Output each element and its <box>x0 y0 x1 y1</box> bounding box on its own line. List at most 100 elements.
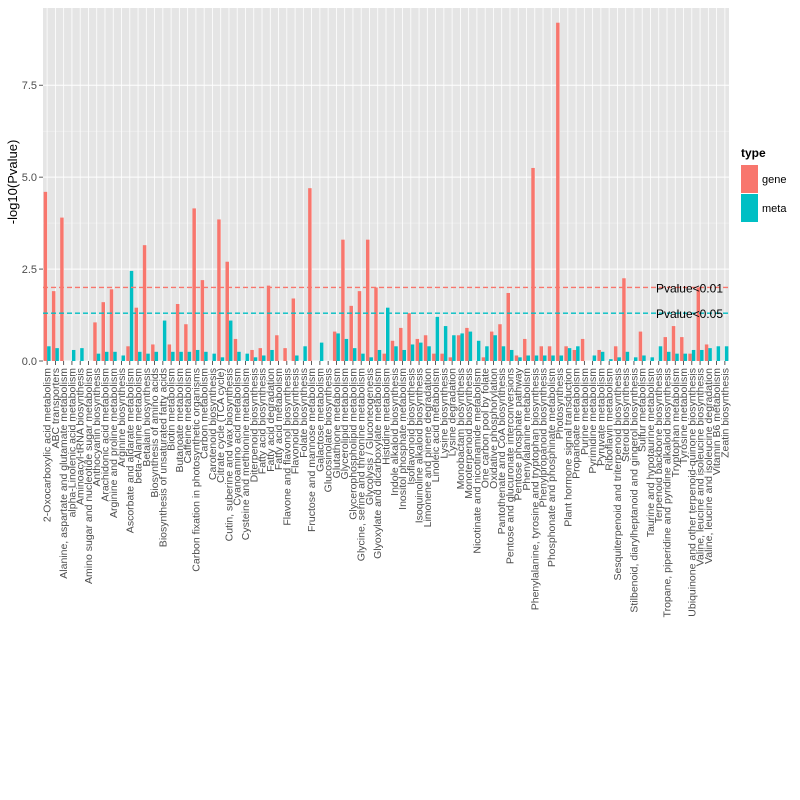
bar-gene <box>506 292 510 361</box>
x-tick-label: Sesquiterpenoid and triterpenoid biosynt… <box>612 368 624 580</box>
x-tick-label: Glycine, serine and threonine metabolism <box>356 368 368 561</box>
bar-gene <box>613 346 618 361</box>
bar-gene <box>365 239 370 361</box>
bar-gene <box>597 349 601 361</box>
bar-meta <box>501 346 506 361</box>
x-tick-label: ABC transporters <box>50 368 62 449</box>
bar-meta <box>212 353 216 361</box>
x-tick-label: Monoterpenoid biosynthesis <box>463 368 475 499</box>
bar-meta <box>319 342 324 361</box>
bar-meta <box>386 307 390 361</box>
bar-meta <box>270 349 274 361</box>
x-tick-label: Ascorbate and aldarate metabolism <box>124 368 136 533</box>
bar-meta <box>129 270 134 361</box>
bar-gene <box>217 219 221 361</box>
x-tick-label: Phenylalanine metabolism <box>521 368 533 491</box>
x-tick-label: Biosynthesis of amino acids <box>149 368 161 498</box>
legend: type gene meta <box>741 146 787 222</box>
bar-gene <box>175 304 180 361</box>
bar-meta <box>559 355 564 361</box>
bar-meta <box>526 355 530 361</box>
reference-line-label: Pvalue<0.05 <box>656 307 723 321</box>
x-tick-label: Biosynthesis of unsaturated fatty acids <box>157 368 169 547</box>
x-tick-label: Terpenoid backbone biosynthesis <box>653 368 665 523</box>
bar-gene <box>696 287 701 361</box>
x-tick-label: Oxidative phosphorylation <box>488 368 500 489</box>
x-tick-label: Phosphonate and phosphinate metabolism <box>546 368 558 567</box>
bar-gene <box>167 344 172 361</box>
bar-gene <box>704 344 709 361</box>
bar-gene <box>556 22 560 361</box>
x-tick-label: Citrate cycle (TCA cycle) <box>215 368 227 483</box>
bar-meta <box>113 351 117 361</box>
bar-gene <box>390 340 395 361</box>
x-tick-label: Phenylpropanoid biosynthesis <box>538 368 550 508</box>
bar-gene <box>233 338 238 361</box>
bar-meta <box>352 348 357 361</box>
bar-meta <box>220 357 225 361</box>
x-tick-label: Fatty acid biosynthesis <box>257 368 269 474</box>
bar-gene <box>663 337 668 361</box>
bar-gene <box>258 348 263 361</box>
bar-meta <box>179 351 183 361</box>
x-tick-label: Lysine biosynthesis <box>438 368 450 459</box>
x-tick-label: Indole alkaloid biosynthesis <box>389 368 401 496</box>
x-tick-label: Folate biosynthesis <box>298 368 310 458</box>
bar-gene <box>448 357 453 361</box>
bar-gene <box>93 322 97 361</box>
bar-gene <box>341 239 345 361</box>
x-tick-label: Lysine degradation <box>447 368 459 457</box>
x-tick-label: Zeatin biosynthesis <box>719 368 731 458</box>
x-tick-label: Anthocyanin biosynthesis <box>91 368 103 487</box>
bar-meta <box>633 357 638 361</box>
bar-gene <box>291 298 296 361</box>
bar-meta <box>567 348 572 361</box>
bar-meta <box>162 320 167 361</box>
bar-meta <box>262 355 266 361</box>
x-tick-label: Taurine and hypotaurine metabolism <box>645 368 657 538</box>
bar-meta <box>667 351 671 361</box>
x-tick-label: Linoleic acid metabolism <box>430 368 442 483</box>
x-tick-label: Biotin metabolism <box>166 368 178 451</box>
bar-meta <box>402 349 407 361</box>
bar-meta <box>452 335 456 361</box>
bar-meta <box>658 346 663 361</box>
bar-meta <box>303 346 307 361</box>
y-axis-ticks: 0.0 2.5 5.0 7.5 <box>22 80 43 368</box>
bar-meta <box>295 355 299 361</box>
x-tick-label: Flavone and flavonol biosynthesis <box>281 368 293 526</box>
bar-meta <box>700 349 704 361</box>
bar-gene <box>283 348 287 361</box>
x-tick-label: Fatty acid metabolism <box>273 368 285 470</box>
bar-gene <box>275 335 279 361</box>
bar-meta <box>650 357 654 361</box>
bar-meta <box>253 357 258 361</box>
bar-gene <box>432 353 436 361</box>
x-tick-label: One carbon pool by folate <box>480 368 492 488</box>
bar-gene <box>192 208 196 361</box>
x-tick-label: Fructose and mannose metabolism <box>306 368 318 532</box>
bar-gene <box>539 346 544 361</box>
bar-gene <box>374 287 378 361</box>
bar-gene <box>308 188 312 361</box>
bar-gene <box>531 167 535 361</box>
x-tick-label: Valine, leucine and isoleucine degradati… <box>703 368 715 564</box>
bar-gene <box>250 349 254 361</box>
bar-gene <box>200 280 205 361</box>
bar-meta <box>410 344 415 361</box>
bar-gene <box>357 291 362 361</box>
bar-gene <box>151 344 155 361</box>
x-tick-label: Caffeine metabolism <box>182 368 194 464</box>
x-tick-label: Betalain biosynthesis <box>141 368 153 467</box>
bar-gene <box>266 285 271 361</box>
x-tick-label: Glycerolipid metabolism <box>339 368 351 480</box>
x-tick-label: Ubiquinone and other terpenoid-quinone b… <box>686 368 698 617</box>
bar-meta <box>419 342 423 361</box>
x-tick-label: Carbon metabolism <box>199 368 211 459</box>
x-tick-label: Inositol phosphate metabolism <box>397 368 409 510</box>
bar-gene <box>349 305 353 361</box>
bar-gene <box>572 349 577 361</box>
bar-meta <box>245 353 249 361</box>
y-tick-label: 7.5 <box>22 80 37 92</box>
